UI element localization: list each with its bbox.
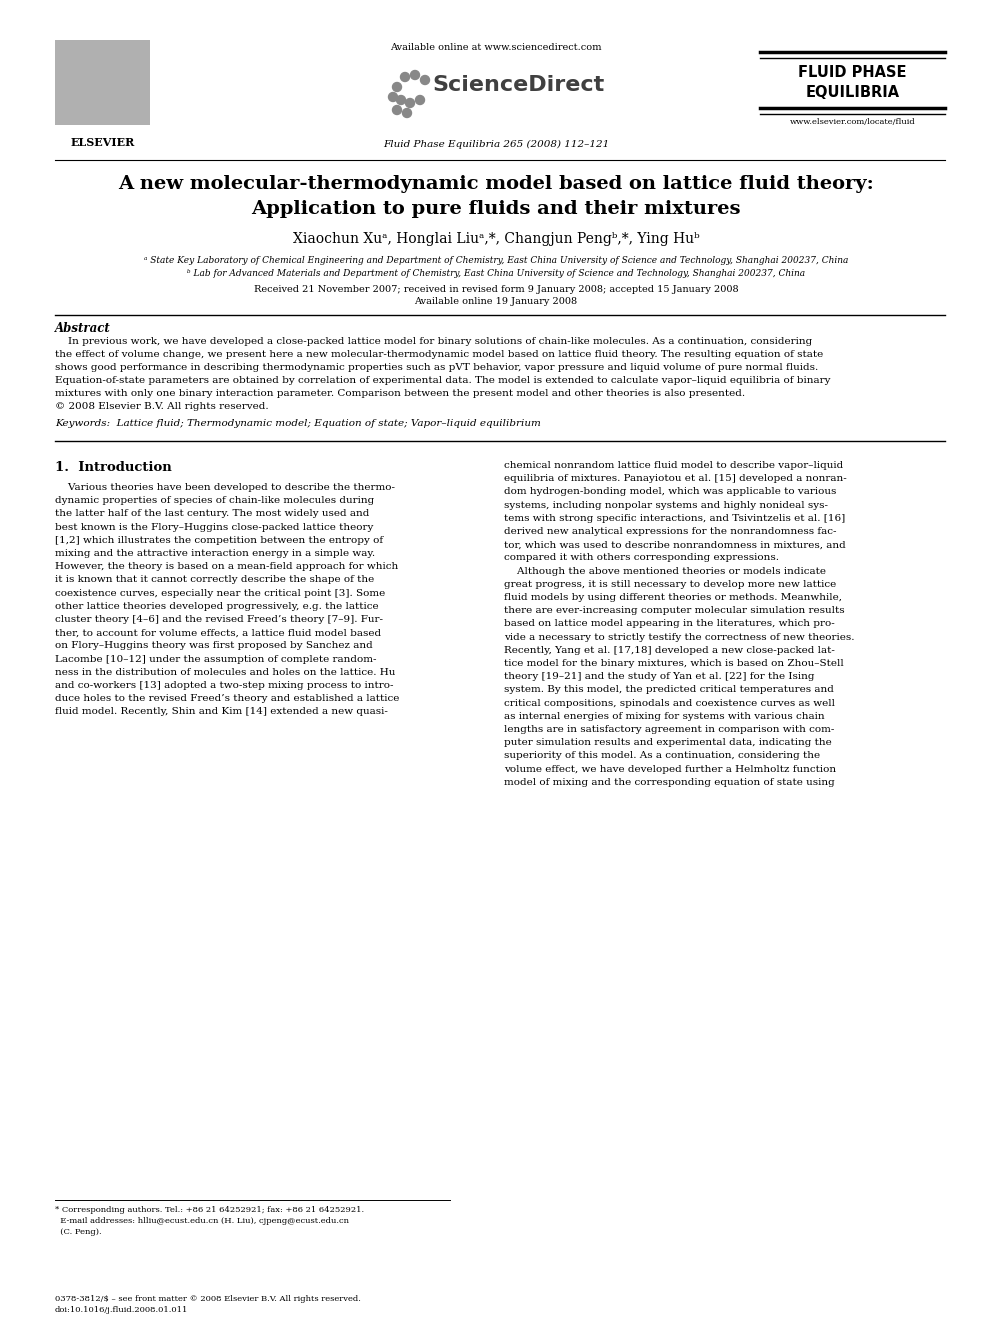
Text: derived new analytical expressions for the nonrandomness fac-: derived new analytical expressions for t… — [504, 527, 836, 536]
Text: critical compositions, spinodals and coexistence curves as well: critical compositions, spinodals and coe… — [504, 699, 835, 708]
Text: coexistence curves, especially near the critical point [3]. Some: coexistence curves, especially near the … — [55, 589, 385, 598]
Text: superiority of this model. As a continuation, considering the: superiority of this model. As a continua… — [504, 751, 820, 761]
Text: 1.  Introduction: 1. Introduction — [55, 460, 172, 474]
Text: mixing and the attractive interaction energy in a simple way.: mixing and the attractive interaction en… — [55, 549, 375, 558]
Text: Xiaochun Xuᵃ, Honglai Liuᵃ,*, Changjun Pengᵇ,*, Ying Huᵇ: Xiaochun Xuᵃ, Honglai Liuᵃ,*, Changjun P… — [293, 232, 699, 246]
Text: In previous work, we have developed a close-packed lattice model for binary solu: In previous work, we have developed a cl… — [55, 337, 812, 347]
Text: ScienceDirect: ScienceDirect — [432, 75, 604, 95]
Text: cluster theory [4–6] and the revised Freed’s theory [7–9]. Fur-: cluster theory [4–6] and the revised Fre… — [55, 615, 383, 624]
Text: chemical nonrandom lattice fluid model to describe vapor–liquid: chemical nonrandom lattice fluid model t… — [504, 460, 843, 470]
Text: Recently, Yang et al. [17,18] developed a new close-packed lat-: Recently, Yang et al. [17,18] developed … — [504, 646, 835, 655]
Text: based on lattice model appearing in the literatures, which pro-: based on lattice model appearing in the … — [504, 619, 834, 628]
Text: tor, which was used to describe nonrandomness in mixtures, and: tor, which was used to describe nonrando… — [504, 540, 846, 549]
Text: © 2008 Elsevier B.V. All rights reserved.: © 2008 Elsevier B.V. All rights reserved… — [55, 402, 269, 411]
Text: model of mixing and the corresponding equation of state using: model of mixing and the corresponding eq… — [504, 778, 834, 787]
Text: best known is the Flory–Huggins close-packed lattice theory: best known is the Flory–Huggins close-pa… — [55, 523, 373, 532]
Text: system. By this model, the predicted critical temperatures and: system. By this model, the predicted cri… — [504, 685, 834, 695]
Text: Received 21 November 2007; received in revised form 9 January 2008; accepted 15 : Received 21 November 2007; received in r… — [254, 284, 738, 294]
Text: shows good performance in describing thermodynamic properties such as pVT behavi: shows good performance in describing the… — [55, 363, 818, 372]
Text: ELSEVIER: ELSEVIER — [70, 138, 135, 148]
Text: the effect of volume change, we present here a new molecular-thermodynamic model: the effect of volume change, we present … — [55, 351, 823, 359]
Circle shape — [406, 98, 415, 107]
Text: and co-workers [13] adopted a two-step mixing process to intro-: and co-workers [13] adopted a two-step m… — [55, 681, 394, 691]
Text: tems with strong specific interactions, and Tsivintzelis et al. [16]: tems with strong specific interactions, … — [504, 513, 845, 523]
Text: 0378-3812/$ – see front matter © 2008 Elsevier B.V. All rights reserved.: 0378-3812/$ – see front matter © 2008 El… — [55, 1295, 361, 1303]
Text: EQUILIBRIA: EQUILIBRIA — [806, 85, 900, 101]
Text: vide a necessary to strictly testify the correctness of new theories.: vide a necessary to strictly testify the… — [504, 632, 854, 642]
Text: puter simulation results and experimental data, indicating the: puter simulation results and experimenta… — [504, 738, 831, 747]
Text: doi:10.1016/j.fluid.2008.01.011: doi:10.1016/j.fluid.2008.01.011 — [55, 1306, 188, 1314]
Text: (C. Peng).: (C. Peng). — [55, 1228, 101, 1236]
Text: lengths are in satisfactory agreement in comparison with com-: lengths are in satisfactory agreement in… — [504, 725, 834, 734]
Text: the latter half of the last century. The most widely used and: the latter half of the last century. The… — [55, 509, 369, 519]
Text: other lattice theories developed progressively, e.g. the lattice: other lattice theories developed progres… — [55, 602, 379, 611]
Text: fluid model. Recently, Shin and Kim [14] extended a new quasi-: fluid model. Recently, Shin and Kim [14]… — [55, 708, 388, 716]
Text: Application to pure fluids and their mixtures: Application to pure fluids and their mix… — [251, 200, 741, 218]
Text: Various theories have been developed to describe the thermo-: Various theories have been developed to … — [55, 483, 395, 492]
Text: Lacombe [10–12] under the assumption of complete random-: Lacombe [10–12] under the assumption of … — [55, 655, 377, 664]
Text: Fluid Phase Equilibria 265 (2008) 112–121: Fluid Phase Equilibria 265 (2008) 112–12… — [383, 140, 609, 149]
Text: Abstract: Abstract — [55, 321, 111, 335]
Text: E-mail addresses: hlliu@ecust.edu.cn (H. Liu), cjpeng@ecust.edu.cn: E-mail addresses: hlliu@ecust.edu.cn (H.… — [55, 1217, 349, 1225]
Text: Keywords:  Lattice fluid; Thermodynamic model; Equation of state; Vapor–liquid e: Keywords: Lattice fluid; Thermodynamic m… — [55, 419, 541, 429]
Text: ᵃ State Key Laboratory of Chemical Engineering and Department of Chemistry, East: ᵃ State Key Laboratory of Chemical Engin… — [144, 255, 848, 265]
Circle shape — [403, 108, 412, 118]
Text: dom hydrogen-bonding model, which was applicable to various: dom hydrogen-bonding model, which was ap… — [504, 487, 836, 496]
Circle shape — [401, 73, 410, 82]
Text: it is known that it cannot correctly describe the shape of the: it is known that it cannot correctly des… — [55, 576, 374, 585]
Text: However, the theory is based on a mean-field approach for which: However, the theory is based on a mean-f… — [55, 562, 398, 572]
Text: Although the above mentioned theories or models indicate: Although the above mentioned theories or… — [504, 566, 826, 576]
Text: Available online 19 January 2008: Available online 19 January 2008 — [415, 296, 577, 306]
Text: ᵇ Lab for Advanced Materials and Department of Chemistry, East China University : ᵇ Lab for Advanced Materials and Departm… — [186, 269, 806, 278]
Text: tice model for the binary mixtures, which is based on Zhou–Stell: tice model for the binary mixtures, whic… — [504, 659, 844, 668]
Text: fluid models by using different theories or methods. Meanwhile,: fluid models by using different theories… — [504, 593, 842, 602]
Text: there are ever-increasing computer molecular simulation results: there are ever-increasing computer molec… — [504, 606, 844, 615]
Circle shape — [393, 82, 402, 91]
Text: compared it with others corresponding expressions.: compared it with others corresponding ex… — [504, 553, 779, 562]
Circle shape — [416, 95, 425, 105]
Text: ther, to account for volume effects, a lattice fluid model based: ther, to account for volume effects, a l… — [55, 628, 381, 638]
Text: on Flory–Huggins theory was first proposed by Sanchez and: on Flory–Huggins theory was first propos… — [55, 642, 373, 651]
Text: FLUID PHASE: FLUID PHASE — [799, 65, 907, 79]
Text: A new molecular-thermodynamic model based on lattice fluid theory:: A new molecular-thermodynamic model base… — [118, 175, 874, 193]
Circle shape — [411, 70, 420, 79]
Text: Available online at www.sciencedirect.com: Available online at www.sciencedirect.co… — [390, 44, 602, 52]
Bar — [55, 40, 150, 124]
Text: systems, including nonpolar systems and highly nonideal sys-: systems, including nonpolar systems and … — [504, 500, 828, 509]
Text: [1,2] which illustrates the competition between the entropy of: [1,2] which illustrates the competition … — [55, 536, 383, 545]
Circle shape — [397, 95, 406, 105]
Text: as internal energies of mixing for systems with various chain: as internal energies of mixing for syste… — [504, 712, 824, 721]
Text: great progress, it is still necessary to develop more new lattice: great progress, it is still necessary to… — [504, 579, 836, 589]
Text: equilibria of mixtures. Panayiotou et al. [15] developed a nonran-: equilibria of mixtures. Panayiotou et al… — [504, 474, 847, 483]
Text: duce holes to the revised Freed’s theory and established a lattice: duce holes to the revised Freed’s theory… — [55, 695, 400, 704]
Circle shape — [389, 93, 398, 102]
Text: dynamic properties of species of chain-like molecules during: dynamic properties of species of chain-l… — [55, 496, 374, 505]
Text: * Corresponding authors. Tel.: +86 21 64252921; fax: +86 21 64252921.: * Corresponding authors. Tel.: +86 21 64… — [55, 1207, 364, 1215]
Text: ness in the distribution of molecules and holes on the lattice. Hu: ness in the distribution of molecules an… — [55, 668, 396, 677]
Circle shape — [393, 106, 402, 115]
Circle shape — [421, 75, 430, 85]
Text: Equation-of-state parameters are obtained by correlation of experimental data. T: Equation-of-state parameters are obtaine… — [55, 376, 830, 385]
Text: theory [19–21] and the study of Yan et al. [22] for the Ising: theory [19–21] and the study of Yan et a… — [504, 672, 814, 681]
Text: volume effect, we have developed further a Helmholtz function: volume effect, we have developed further… — [504, 765, 836, 774]
Text: mixtures with only one binary interaction parameter. Comparison between the pres: mixtures with only one binary interactio… — [55, 389, 745, 398]
Text: www.elsevier.com/locate/fluid: www.elsevier.com/locate/fluid — [790, 118, 916, 126]
